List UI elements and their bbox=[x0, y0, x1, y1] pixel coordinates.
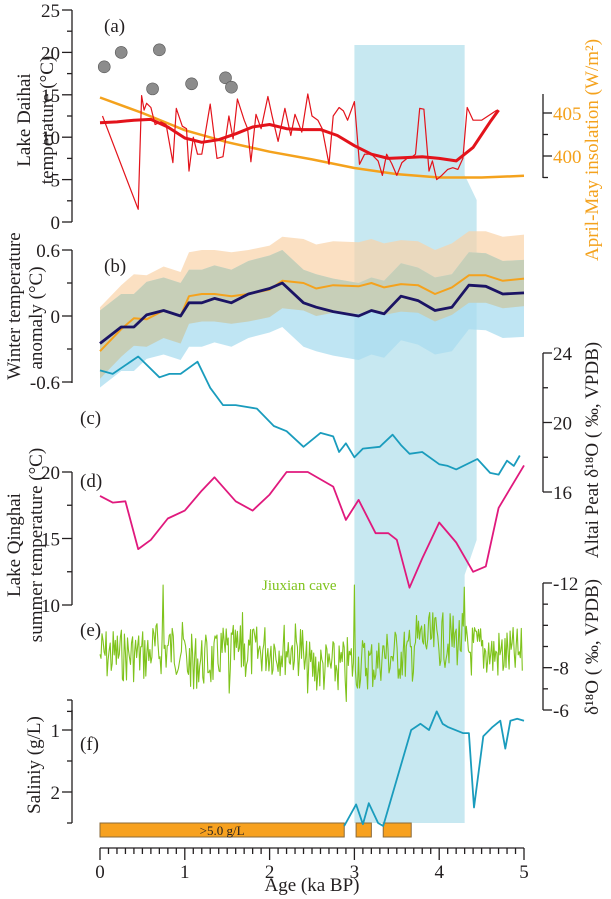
axis-d-tick-label: 15 bbox=[41, 530, 60, 551]
salinity-bar-label: >5.0 g/L bbox=[200, 823, 245, 838]
axis-f-tick-label: 1 bbox=[51, 721, 61, 742]
panel-label-a: (a) bbox=[104, 16, 125, 37]
axis-f-tick-label: 2 bbox=[51, 783, 61, 804]
axis-a-tick-label: 0 bbox=[51, 213, 61, 234]
annotation-jiuxian-cave: Jiuxian cave bbox=[262, 578, 337, 594]
panel-label-f: (f) bbox=[80, 734, 99, 755]
axis-a-right-tick-label: 405 bbox=[553, 104, 582, 125]
y-label-b-line2: anomaly (°C) bbox=[26, 266, 47, 369]
series-lines bbox=[97, 43, 525, 838]
scatter-point bbox=[114, 46, 128, 59]
salinity-bar-1 bbox=[355, 822, 372, 838]
y-label-a-line1: Lake Daihai bbox=[14, 73, 35, 166]
daihai-temperature-raw-line bbox=[101, 93, 498, 210]
axis-a-tick-label: 5 bbox=[51, 171, 61, 192]
axis-c-right-tick-label: 24 bbox=[553, 344, 573, 365]
x-tick-label: 3 bbox=[350, 862, 360, 883]
daihai-temperature-smoothed-line bbox=[99, 109, 500, 163]
x-axis-label: Age (ka BP) bbox=[265, 875, 360, 896]
panel-label-b: (b) bbox=[104, 256, 126, 277]
axis-a-tick-label: 20 bbox=[41, 43, 60, 64]
x-tick-label: 5 bbox=[519, 862, 529, 883]
scatter-point bbox=[97, 60, 111, 74]
winter-anomaly-navy-line bbox=[99, 281, 525, 345]
axis-a-tick-label: 10 bbox=[41, 128, 60, 149]
axis-b-tick-label: 0.6 bbox=[36, 241, 60, 262]
salinity-line bbox=[343, 710, 525, 827]
axis-a-tick-label: 15 bbox=[41, 86, 60, 107]
y-label-d-line1: Lake Qinghai bbox=[4, 493, 25, 597]
x-tick-label: 2 bbox=[265, 862, 275, 883]
axes bbox=[62, 9, 552, 860]
axis-e-right-tick-label: -8 bbox=[553, 659, 569, 680]
axis-e-right-tick-label: -12 bbox=[553, 574, 578, 595]
y-label-c-right: Altai Peat δ¹⁸O ( ‰, VPDB) bbox=[582, 342, 603, 558]
axis-b-tick-label: -0.6 bbox=[30, 373, 60, 394]
altai-peat-line bbox=[99, 355, 521, 476]
salinity-bar-2 bbox=[382, 822, 412, 838]
axis-e-right-tick-label: -6 bbox=[553, 701, 569, 722]
scatter-point bbox=[146, 82, 159, 96]
panel-label-d: (d) bbox=[80, 471, 102, 492]
highlight-band bbox=[354, 45, 477, 823]
x-tick-label: 4 bbox=[434, 862, 444, 883]
panel-label-c: (c) bbox=[80, 408, 101, 429]
axis-d-tick-label: 10 bbox=[41, 596, 60, 617]
y-label-a-right: April-May insolation (W/m²) bbox=[582, 39, 603, 261]
axis-c-right-tick-label: 16 bbox=[553, 483, 572, 504]
axis-text: (a) (b) (c) (d) (e) (f) Lake Daihai temp… bbox=[4, 1, 603, 896]
insolation-line bbox=[99, 96, 525, 179]
scatter-point bbox=[153, 43, 166, 57]
salinity-bar-0 bbox=[99, 822, 345, 838]
axis-a-right-tick-label: 400 bbox=[553, 147, 582, 168]
axis-a-tick-label: 25 bbox=[41, 1, 60, 22]
x-tick-label: 1 bbox=[180, 862, 190, 883]
axis-c-right-tick-label: 20 bbox=[553, 414, 572, 435]
y-label-a-line2: temperature (°C) bbox=[37, 56, 58, 184]
jiuxian-cave-line bbox=[99, 584, 523, 703]
y-label-d-line2: summer temperature (°C) bbox=[26, 448, 47, 642]
scatter-point bbox=[219, 71, 232, 85]
x-tick-label: 0 bbox=[95, 862, 105, 883]
qinghai-temperature-line bbox=[99, 464, 525, 589]
panel-label-e: (e) bbox=[80, 620, 101, 641]
scatter-point bbox=[185, 77, 198, 91]
axis-b-tick-label: 0 bbox=[51, 307, 61, 328]
y-label-e-right: δ¹⁸O ( ‰, VPDB) bbox=[582, 579, 603, 715]
scatter-point bbox=[225, 80, 238, 94]
y-label-b-line1: Winter temperature bbox=[4, 232, 25, 379]
uncertainty-band-overlap bbox=[100, 250, 524, 379]
axis-d-tick-label: 20 bbox=[41, 463, 60, 484]
y-label-f: Saliniy (g/L) bbox=[24, 716, 45, 814]
